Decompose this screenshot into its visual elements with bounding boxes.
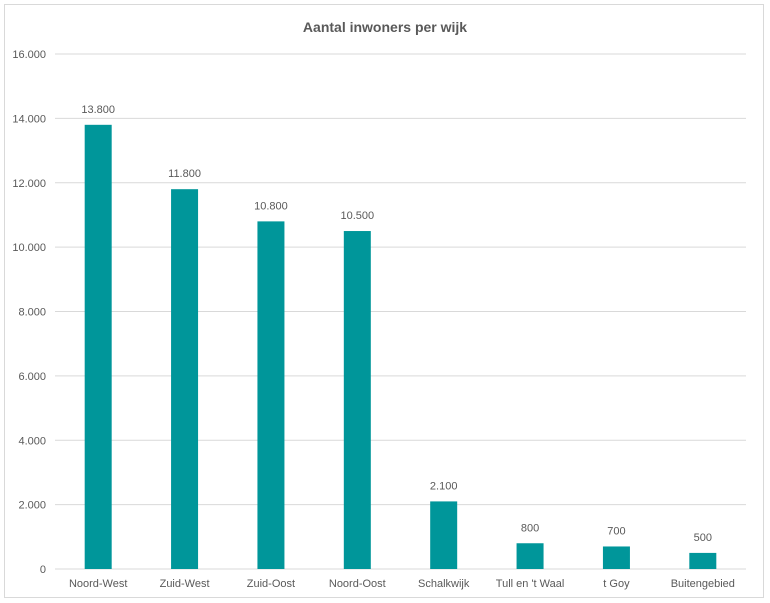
bar xyxy=(84,124,112,569)
category-label: Zuid-Oost xyxy=(247,578,295,590)
y-tick-label: 6.000 xyxy=(18,371,46,383)
bar xyxy=(343,231,371,569)
bar xyxy=(689,552,717,569)
bar xyxy=(257,221,285,569)
category-label: Zuid-West xyxy=(160,578,210,590)
category-label: Noord-West xyxy=(69,578,127,590)
data-label: 700 xyxy=(607,525,625,537)
y-tick-label: 10.000 xyxy=(12,242,46,254)
y-axis: 0 2.000 4.000 6.000 8.000 10.000 12.000 14.000 1… xyxy=(12,49,46,576)
category-label: Noord-Oost xyxy=(329,578,386,590)
data-label: 10.500 xyxy=(340,210,374,222)
data-label: 800 xyxy=(521,522,539,534)
category-label: Buitengebied xyxy=(671,578,735,590)
y-tick-label: 12.000 xyxy=(12,178,46,190)
category-label: t Goy xyxy=(603,578,630,590)
category-label: Schalkwijk xyxy=(418,578,470,590)
data-label: 13.800 xyxy=(81,104,115,116)
category-label: Tull en 't Waal xyxy=(496,578,565,590)
gridlines xyxy=(55,53,746,570)
bar xyxy=(602,546,630,569)
chart-title: Aantal inwoners per wijk xyxy=(303,19,467,35)
data-label: 500 xyxy=(694,532,712,544)
y-tick-label: 14.000 xyxy=(12,113,46,125)
bars xyxy=(84,124,717,569)
bar xyxy=(171,189,199,569)
y-tick-label: 8.000 xyxy=(18,307,46,319)
bar xyxy=(516,543,544,569)
chart-frame xyxy=(4,4,764,598)
y-tick-label: 4.000 xyxy=(18,435,46,447)
y-tick-label: 2.000 xyxy=(18,500,46,512)
data-label: 2.100 xyxy=(430,480,458,492)
data-labels: 13.800 11.800 10.800 10.500 2.100 800 700 500 xyxy=(81,104,712,544)
y-tick-label: 16.000 xyxy=(12,49,46,61)
bar xyxy=(430,501,458,569)
data-label: 10.800 xyxy=(254,200,288,212)
x-axis: Noord-West Zuid-West Zuid-Oost Noord-Oost Sc… xyxy=(69,578,735,590)
y-tick-label: 0 xyxy=(40,564,46,576)
data-label: 11.800 xyxy=(168,168,201,180)
